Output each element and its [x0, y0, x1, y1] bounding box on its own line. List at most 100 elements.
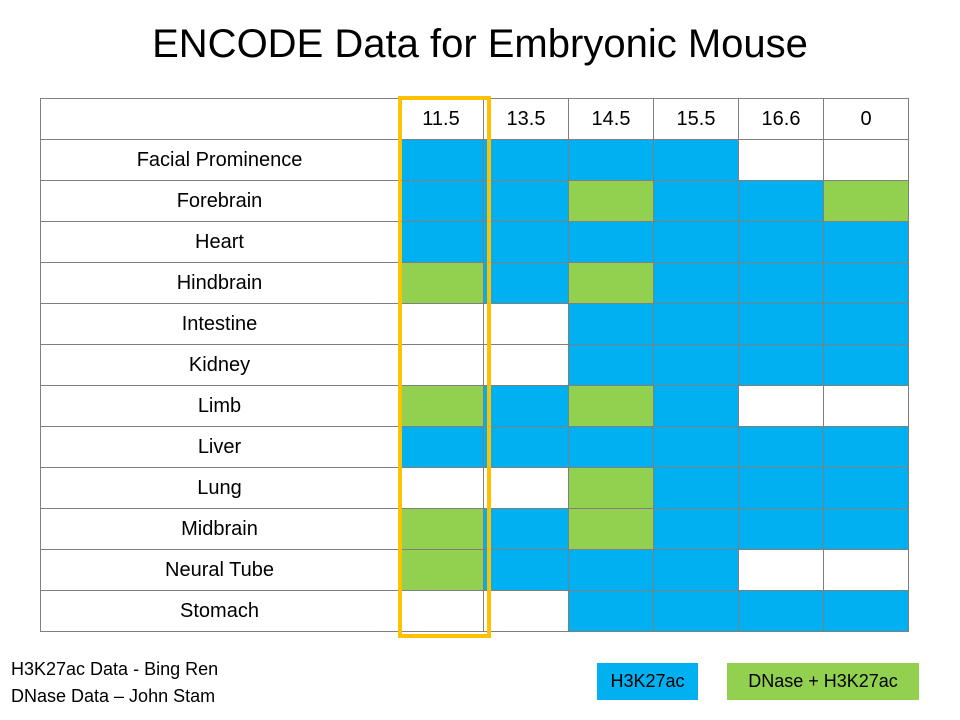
status-cell [483, 262, 569, 304]
table-row: Kidney [40, 344, 909, 386]
status-cell [653, 426, 739, 468]
status-cell [823, 344, 909, 386]
row-label: Facial Prominence [40, 139, 399, 181]
status-cell [568, 549, 654, 591]
column-header: 14.5 [568, 98, 654, 140]
row-label: Lung [40, 467, 399, 509]
status-cell [653, 303, 739, 345]
status-cell [653, 344, 739, 386]
table-row: Heart [40, 221, 909, 263]
status-cell [568, 221, 654, 263]
status-cell [738, 344, 824, 386]
status-cell [823, 180, 909, 222]
credit-line: DNase Data – John Stam [11, 686, 216, 706]
table-row: Hindbrain [40, 262, 909, 304]
row-label: Stomach [40, 590, 399, 632]
row-label: Midbrain [40, 508, 399, 550]
status-cell [568, 139, 654, 181]
status-cell [568, 385, 654, 427]
status-cell [653, 467, 739, 509]
row-label: Intestine [40, 303, 399, 345]
table-row: Intestine [40, 303, 909, 345]
column-header: 15.5 [653, 98, 739, 140]
status-cell [653, 139, 739, 181]
status-cell [653, 590, 739, 632]
status-cell [738, 180, 824, 222]
table-row: Midbrain [40, 508, 909, 550]
status-cell [398, 303, 484, 345]
status-cell [823, 590, 909, 632]
corner-header-cell [40, 98, 399, 140]
column-header: 11.5 [398, 98, 484, 140]
status-cell [483, 139, 569, 181]
legend-h3k27ac: H3K27ac [597, 663, 698, 700]
column-header: 0 [823, 98, 909, 140]
table-row: Lung [40, 467, 909, 509]
status-cell [823, 549, 909, 591]
status-cell [653, 508, 739, 550]
legend-dnase-h3k27ac: DNase + H3K27ac [727, 663, 919, 700]
status-cell [738, 385, 824, 427]
data-credits: H3K27ac Data - Bing Ren DNase Data – Joh… [11, 656, 218, 710]
status-cell [398, 221, 484, 263]
status-cell [823, 467, 909, 509]
status-cell [398, 385, 484, 427]
status-cell [483, 180, 569, 222]
status-cell [738, 508, 824, 550]
status-cell [823, 385, 909, 427]
credit-line: H3K27ac Data - Bing Ren [11, 659, 219, 679]
row-label: Limb [40, 385, 399, 427]
status-cell [738, 221, 824, 263]
status-cell [568, 590, 654, 632]
table-row: Stomach [40, 590, 909, 632]
data-table: 11.5 13.5 14.5 15.5 16.6 0 Facial Promin… [40, 98, 909, 632]
status-cell [398, 426, 484, 468]
status-cell [823, 508, 909, 550]
status-cell [568, 303, 654, 345]
status-cell [823, 262, 909, 304]
status-cell [653, 262, 739, 304]
status-cell [823, 221, 909, 263]
status-cell [738, 549, 824, 591]
row-label: Kidney [40, 344, 399, 386]
status-cell [568, 426, 654, 468]
status-cell [738, 139, 824, 181]
status-cell [398, 549, 484, 591]
row-label: Hindbrain [40, 262, 399, 304]
table-row: Facial Prominence [40, 139, 909, 181]
status-cell [568, 467, 654, 509]
status-cell [483, 303, 569, 345]
status-cell [823, 303, 909, 345]
status-cell [483, 385, 569, 427]
status-cell [653, 549, 739, 591]
status-cell [568, 262, 654, 304]
status-cell [483, 508, 569, 550]
status-cell [483, 590, 569, 632]
status-cell [483, 344, 569, 386]
status-cell [568, 344, 654, 386]
status-cell [398, 262, 484, 304]
status-cell [738, 426, 824, 468]
status-cell [738, 303, 824, 345]
table-row: Limb [40, 385, 909, 427]
status-cell [568, 180, 654, 222]
row-label: Forebrain [40, 180, 399, 222]
status-cell [653, 180, 739, 222]
row-label: Neural Tube [40, 549, 399, 591]
status-cell [483, 221, 569, 263]
status-cell [653, 221, 739, 263]
status-cell [483, 426, 569, 468]
status-cell [568, 508, 654, 550]
status-cell [823, 426, 909, 468]
header-row: 11.5 13.5 14.5 15.5 16.6 0 [40, 98, 909, 140]
status-cell [483, 549, 569, 591]
table-row: Liver [40, 426, 909, 468]
table-row: Forebrain [40, 180, 909, 222]
status-cell [398, 139, 484, 181]
status-cell [738, 590, 824, 632]
row-label: Liver [40, 426, 399, 468]
status-cell [398, 590, 484, 632]
status-cell [653, 385, 739, 427]
status-cell [823, 139, 909, 181]
status-cell [738, 467, 824, 509]
